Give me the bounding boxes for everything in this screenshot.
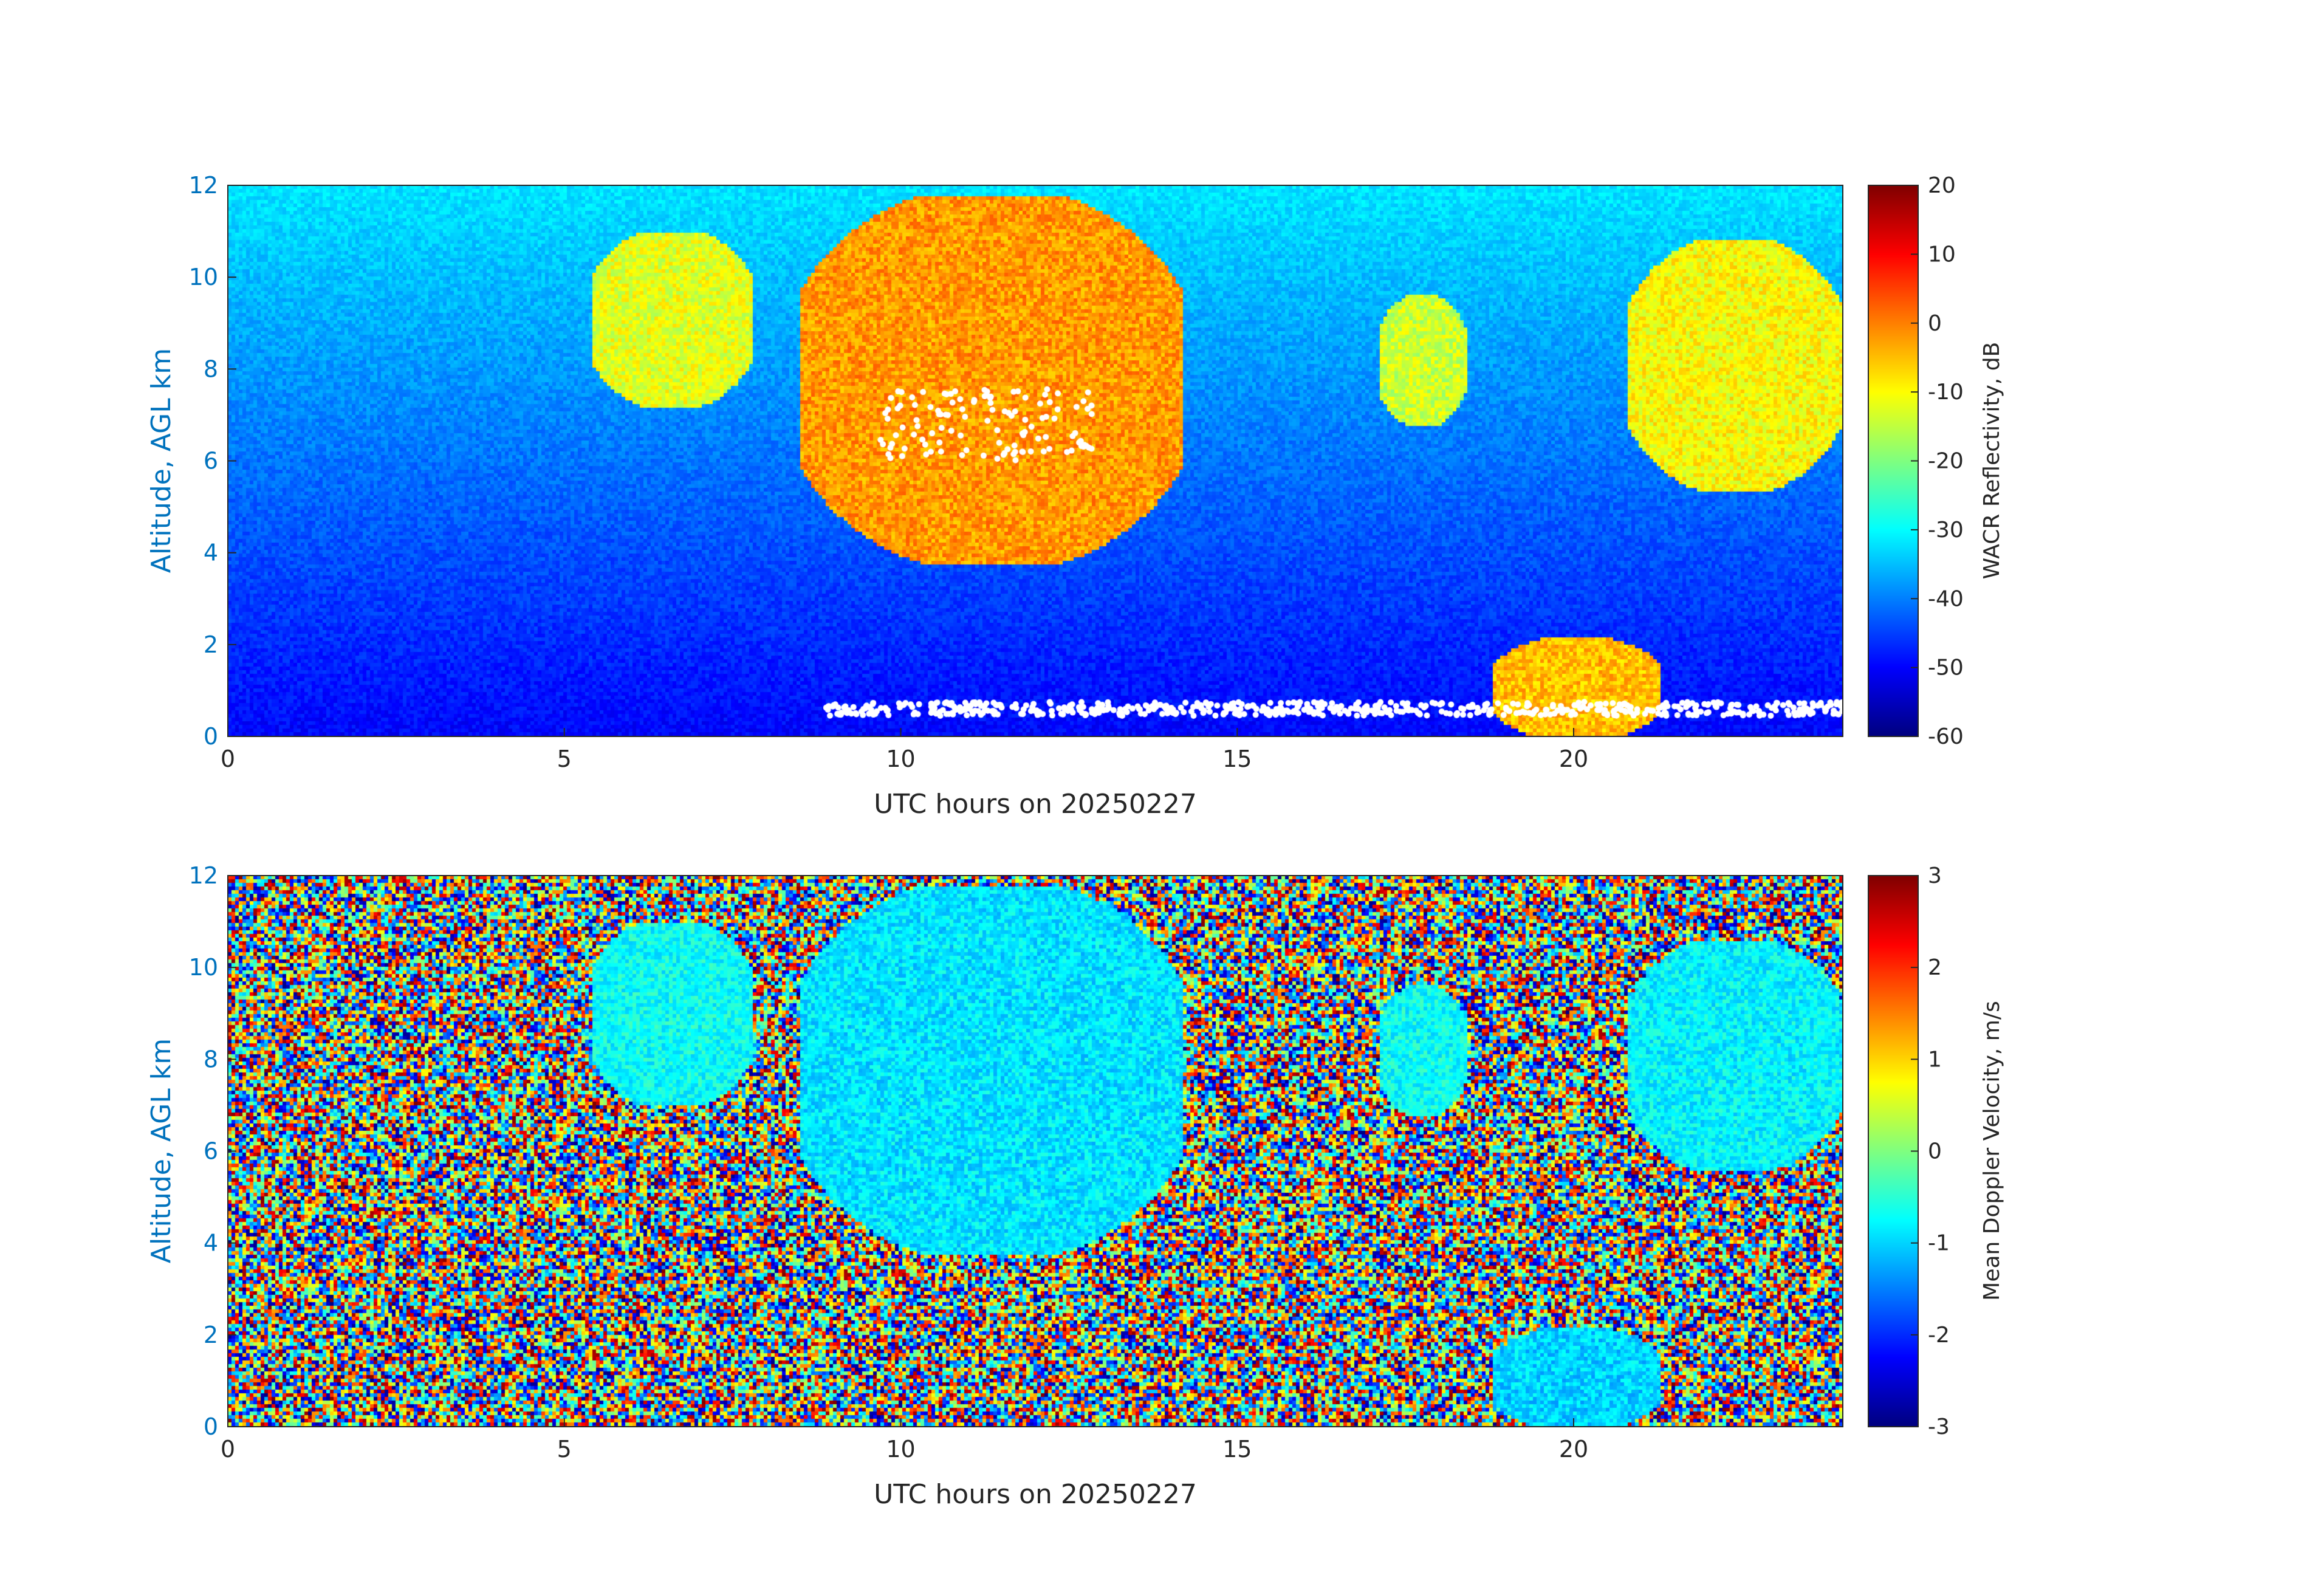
y-tick-label: 12 xyxy=(189,862,218,889)
y-tick-label: 4 xyxy=(204,540,218,566)
colorbar-tick-label: -30 xyxy=(1928,518,1964,543)
colorbar-tick-label: -10 xyxy=(1928,380,1964,405)
colorbar-tick-label: 3 xyxy=(1928,863,1942,888)
y-tick-label: 2 xyxy=(204,1322,218,1348)
colorbar-tick-label: -40 xyxy=(1928,586,1964,611)
velocity-y-ticks: 0 2 4 6 8 10 12 xyxy=(189,862,236,1440)
colorbar-tick-label: -3 xyxy=(1928,1415,1950,1439)
velocity-colorbar-ticks: 3 2 1 0 -1 -2 -3 xyxy=(1911,863,1950,1439)
x-tick-label: 20 xyxy=(1559,1436,1588,1463)
y-tick-label: 0 xyxy=(204,723,218,750)
y-tick-label: 10 xyxy=(189,954,218,981)
x-tick-label: 15 xyxy=(1222,1436,1252,1463)
y-tick-label: 12 xyxy=(189,172,218,199)
colorbar-tick-label: 0 xyxy=(1928,1139,1942,1164)
x-tick-label: 0 xyxy=(221,746,235,772)
reflectivity-plot-area xyxy=(228,185,1843,736)
reflectivity-colorbar-label: WACR Reflectivity, dB xyxy=(1980,342,2004,580)
y-tick-label: 0 xyxy=(204,1413,218,1440)
velocity-y-axis-label: Altitude, AGL km xyxy=(146,1038,177,1263)
velocity-colorbar xyxy=(1868,876,1918,1427)
velocity-colorbar-label: Mean Doppler Velocity, m/s xyxy=(1980,1001,2004,1300)
x-tick-label: 5 xyxy=(557,1436,572,1463)
colorbar-tick-label: -20 xyxy=(1928,449,1964,474)
x-tick-label: 20 xyxy=(1559,746,1588,772)
y-tick-label: 6 xyxy=(204,448,218,475)
velocity-plot-area xyxy=(228,876,1843,1427)
y-tick-label: 6 xyxy=(204,1138,218,1165)
reflectivity-x-axis-label: UTC hours on 20250227 xyxy=(874,789,1197,820)
reflectivity-colorbar xyxy=(1868,185,1918,736)
reflectivity-colorbar-ticks: 20 10 0 -10 -20 -30 -40 -50 -60 xyxy=(1911,173,1964,749)
x-tick-label: 10 xyxy=(886,746,915,772)
y-tick-label: 8 xyxy=(204,1046,218,1072)
velocity-x-axis-label: UTC hours on 20250227 xyxy=(874,1479,1197,1510)
reflectivity-x-ticks: 0 5 10 15 20 xyxy=(221,728,1588,772)
colorbar-tick-label: 10 xyxy=(1928,242,1956,267)
colorbar-tick-label: -2 xyxy=(1928,1323,1950,1348)
colorbar-tick-label: 20 xyxy=(1928,173,1956,198)
colorbar-tick-label: 1 xyxy=(1928,1047,1942,1072)
x-tick-label: 15 xyxy=(1222,746,1252,772)
y-tick-label: 4 xyxy=(204,1230,218,1257)
y-tick-label: 10 xyxy=(189,264,218,290)
velocity-x-ticks: 0 5 10 15 20 xyxy=(221,1418,1588,1463)
colorbar-tick-label: -1 xyxy=(1928,1231,1950,1256)
x-tick-label: 5 xyxy=(557,746,572,772)
x-tick-label: 0 xyxy=(221,1436,235,1463)
reflectivity-y-ticks: 0 2 4 6 8 10 12 xyxy=(189,172,236,750)
y-tick-label: 8 xyxy=(204,355,218,382)
colorbar-tick-label: 2 xyxy=(1928,955,1942,980)
colorbar-tick-label: 0 xyxy=(1928,311,1942,336)
colorbar-tick-label: -60 xyxy=(1928,724,1964,749)
x-tick-label: 10 xyxy=(886,1436,915,1463)
y-tick-label: 2 xyxy=(204,631,218,658)
colorbar-tick-label: -50 xyxy=(1928,656,1964,681)
reflectivity-panel: 0 2 4 6 8 10 12 0 5 10 15 20 UTC hours on 20250227… xyxy=(146,172,2004,820)
reflectivity-y-axis-label: Altitude, AGL km xyxy=(146,348,177,573)
